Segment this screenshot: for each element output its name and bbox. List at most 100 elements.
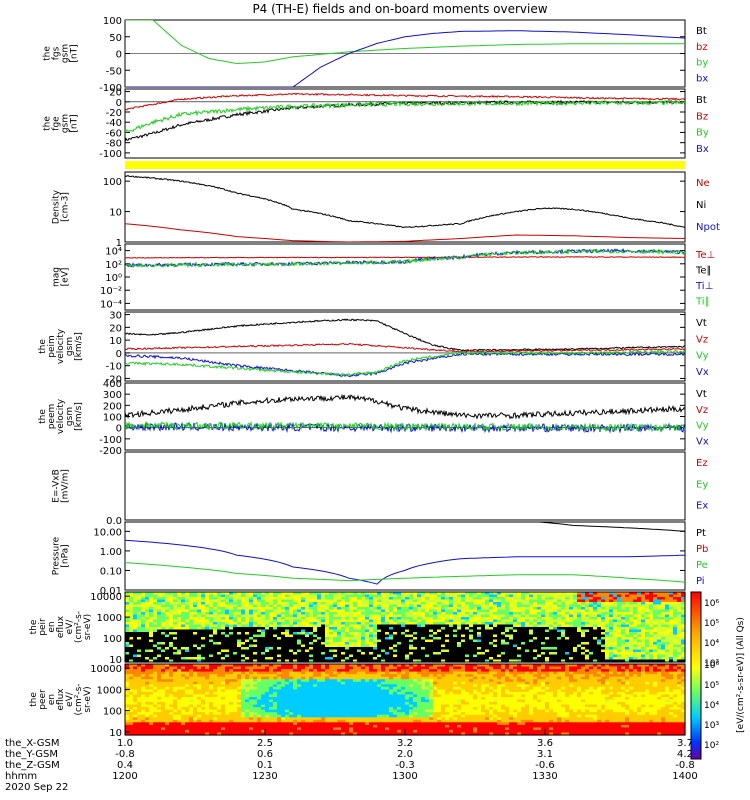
peir-cell (537, 594, 542, 598)
peir-cell (509, 627, 514, 631)
peer-cell (201, 699, 206, 703)
peir-cell (489, 627, 494, 631)
peir-cell (513, 657, 518, 661)
peer-cell (189, 709, 194, 713)
peir-cell (257, 649, 262, 653)
peir-cell (397, 632, 402, 636)
peer-cell (173, 712, 178, 716)
peir-cell (285, 602, 290, 606)
peir-cell (477, 607, 482, 611)
peir-cell (453, 619, 458, 623)
peir-cell (641, 629, 646, 633)
peer-cell (217, 729, 222, 733)
peir-cell (237, 617, 242, 621)
peim-ylabel: [km/s] (74, 332, 84, 361)
fgs-ylabel: the (43, 46, 53, 61)
peir-cell (681, 594, 686, 598)
peir-cell (313, 609, 318, 613)
peir-cell (137, 614, 142, 618)
peir-cell (525, 639, 530, 643)
peer-cell (157, 699, 162, 703)
peir-cell (429, 594, 434, 598)
peir-cell (193, 627, 198, 631)
peir-cell (517, 614, 522, 618)
peir-cell (521, 637, 526, 641)
peir-cell (309, 604, 314, 608)
peir-cell (193, 649, 198, 653)
peir-cell (169, 612, 174, 616)
peer-cell (189, 707, 194, 711)
peir-cell (433, 612, 438, 616)
peir-cell (377, 654, 382, 658)
peer-cell (153, 729, 158, 733)
peir-cell (421, 629, 426, 633)
peir-cell (469, 594, 474, 598)
peir-cell (253, 597, 258, 601)
peir-cell (521, 607, 526, 611)
peir-cell (633, 619, 638, 623)
peir-cell (285, 642, 290, 646)
peir-cell (361, 609, 366, 613)
peir-cell (493, 602, 498, 606)
peir-cell (253, 599, 258, 603)
peir-cell (509, 602, 514, 606)
peer-cell (149, 707, 154, 711)
peer-cell (197, 732, 202, 736)
peir-cell (485, 647, 490, 651)
peer-cell (209, 674, 214, 678)
peir-cell (645, 649, 650, 653)
peir-cell (613, 629, 618, 633)
peer-cell (129, 697, 134, 701)
peir-cell (217, 627, 222, 631)
peir-cell (653, 602, 658, 606)
peir-cell (497, 632, 502, 636)
peir-cell (661, 629, 666, 633)
peir-cell (633, 654, 638, 658)
peir-cell (305, 637, 310, 641)
peir-cell (429, 629, 434, 633)
peir-cell (317, 592, 322, 596)
peer-cell (129, 674, 134, 678)
peer-cell (145, 681, 150, 685)
peir-cell (433, 617, 438, 621)
peir-cell (177, 609, 182, 613)
peer-cell (241, 669, 246, 673)
peir-cell (377, 597, 382, 601)
peir-cell (449, 597, 454, 601)
peir-cell (621, 629, 626, 633)
peir-cell (553, 602, 558, 606)
peir-cell (237, 644, 242, 648)
peer-cell (205, 679, 210, 683)
peir-cell (545, 642, 550, 646)
peir-cell (281, 624, 286, 628)
peir-cell (381, 639, 386, 643)
peir-cell (597, 634, 602, 638)
peir-cell (625, 599, 630, 603)
peir-cell (157, 594, 162, 598)
peir-cell (485, 617, 490, 621)
peer-cell (217, 669, 222, 673)
temp-legend-Te⊥: Te⊥ (695, 250, 715, 261)
peir-cell (177, 604, 182, 608)
peir-cell (389, 599, 394, 603)
peer-cell (233, 694, 238, 698)
peir-cell (337, 614, 342, 618)
peir-cell (273, 652, 278, 656)
peir-cell (277, 637, 282, 641)
peir-cell (133, 639, 138, 643)
peir-cell (213, 637, 218, 641)
peir-cell (145, 644, 150, 648)
peir-cell (329, 634, 334, 638)
peir-cell (513, 652, 518, 656)
peir-cell (653, 627, 658, 631)
peir-cell (673, 649, 678, 653)
peir-cell (341, 599, 346, 603)
peir-cell (229, 597, 234, 601)
peir-cell (353, 637, 358, 641)
peir-cell (541, 634, 546, 638)
peir-cell (289, 659, 294, 663)
peir-cell (657, 629, 662, 633)
peir-cell (361, 627, 366, 631)
peir-cell (301, 637, 306, 641)
peir-cell (241, 652, 246, 656)
